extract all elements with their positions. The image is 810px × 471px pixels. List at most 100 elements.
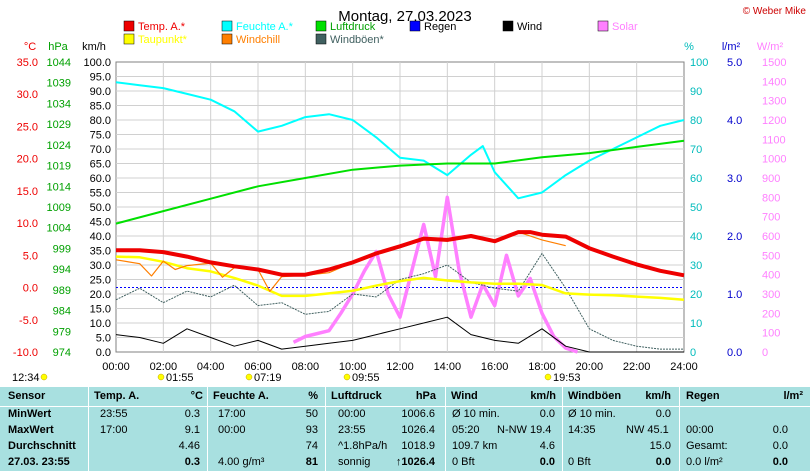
tick-label-rain: 5.0 [727,57,742,69]
axis-unit: hPa [48,41,68,53]
tick-label-solar: 0 [762,347,768,359]
table-divider [679,387,680,471]
axis-unit: l/m² [722,41,741,53]
tick-label-rain: 3.0 [727,173,742,185]
tick-label-wind: 40.0 [90,231,111,243]
tick-label-pressure: 994 [53,264,71,276]
table-cell: Feuchte A. [213,390,269,402]
table-cell: 1006.6 [401,408,435,420]
axis-unit: W/m² [757,41,784,53]
legend-swatch [502,20,514,32]
tick-label-x: 22:00 [623,361,651,373]
tick-label-pressure: 1024 [47,140,71,152]
tick-label-x: 24:00 [670,361,698,373]
table-cell: % [308,390,318,402]
marker-time: 01:55 [166,372,194,384]
series-layer [115,81,685,354]
tick-label-temp: 10.0 [17,218,38,230]
series-line-wind [115,316,684,353]
table-cell: 14:35 [568,424,596,436]
tick-label-rain: 1.0 [727,289,742,301]
tick-label-pressure: 1029 [47,119,71,131]
tick-label-wind: 100.0 [83,57,111,69]
tick-label-pressure: 1014 [47,181,71,193]
sun-icon [157,373,165,381]
tick-label-temp: 15.0 [17,186,38,198]
tick-label-x: 02:00 [150,361,178,373]
table-cell: 0 Bft [568,456,591,468]
tick-label-wind: 30.0 [90,260,111,272]
table-divider [562,387,563,471]
tick-label-wind: 5.0 [96,333,111,345]
legend-swatch [123,33,135,45]
table-cell: 0.0 [772,440,788,452]
tick-label-wind: 45.0 [90,217,111,229]
table-cell: Windböen [568,390,622,402]
table-cell: MinWert [8,408,52,420]
tick-label-pressure: 1019 [47,161,71,173]
table-cell: 50 [305,408,318,420]
table-cell: 27.03. 23:55 [8,456,70,468]
legend-label: Regen [424,21,456,33]
tick-label-humidity: 70 [690,144,702,156]
table-divider [325,387,326,471]
table-cell: 9.1 [184,424,200,436]
time-markers: 12:34 01:55 07:19 09:55 19:53 [12,372,581,384]
tick-label-x: 20:00 [576,361,604,373]
table-cell: 1018.9 [401,440,435,452]
table-cell: Gesamt: [686,440,728,452]
table-cell: NW 45.1 [626,424,669,436]
table-cell: 0.0 [655,408,671,420]
tick-label-solar: 600 [762,231,780,243]
table-cell: 74 [305,440,318,452]
sun-icon [245,373,253,381]
tick-label-solar: 1400 [762,76,786,88]
tick-label-solar: 1000 [762,154,786,166]
tick-label-solar: 700 [762,212,780,224]
table-cell: Regen [686,390,720,402]
table-cell: °C [190,390,203,402]
tick-label-humidity: 10 [690,318,702,330]
table-cell: 4.00 g/m³ [218,456,265,468]
table-cell: Temp. A. [94,390,140,402]
tick-label-wind: 10.0 [90,318,111,330]
tick-label-humidity: 40 [690,231,702,243]
sun-icon [40,373,48,381]
table-divider [445,387,446,471]
legend-label: Temp. A.* [138,21,186,33]
tick-label-temp: 5.0 [23,250,38,262]
table-cell: 15.0 [649,440,671,452]
table-cell: km/h [530,390,556,402]
tick-label-humidity: 0 [690,347,696,359]
tick-label-wind: 70.0 [90,144,111,156]
tick-label-pressure: 1044 [47,57,71,69]
table-cell: 23:55 [100,408,128,420]
tick-label-solar: 1200 [762,115,786,127]
tick-label-solar: 900 [762,173,780,185]
tick-label-x: 00:00 [102,361,130,373]
table-cell: 0.3 [184,456,200,468]
table-cell: 4.6 [539,440,555,452]
table-cell: N-NW 19.4 [497,424,552,436]
tick-label-humidity: 50 [690,202,702,214]
table-cell: sonnig [338,456,371,468]
legend-swatch [221,33,233,45]
table-cell: km/h [645,390,671,402]
legend-label: Feuchte A.* [236,21,294,33]
table-cell: 17:00 [218,408,246,420]
tick-label-temp: 20.0 [17,154,38,166]
table-divider [207,387,208,471]
tick-label-pressure: 1034 [47,98,71,110]
tick-label-solar: 300 [762,289,780,301]
tick-label-rain: 4.0 [727,115,742,127]
series-line-feuchtea [115,81,685,200]
tick-label-wind: 95.0 [90,72,111,84]
tick-label-solar: 1500 [762,57,786,69]
tick-label-temp: -10.0 [13,347,38,359]
series-line-taupunkt [115,255,685,302]
tick-label-temp: 30.0 [17,89,38,101]
legend-label: Luftdruck [330,21,376,33]
marker-time: 09:55 [352,372,380,384]
tick-label-solar: 1300 [762,96,786,108]
table-cell: ^1.8hPa/h [338,440,388,452]
